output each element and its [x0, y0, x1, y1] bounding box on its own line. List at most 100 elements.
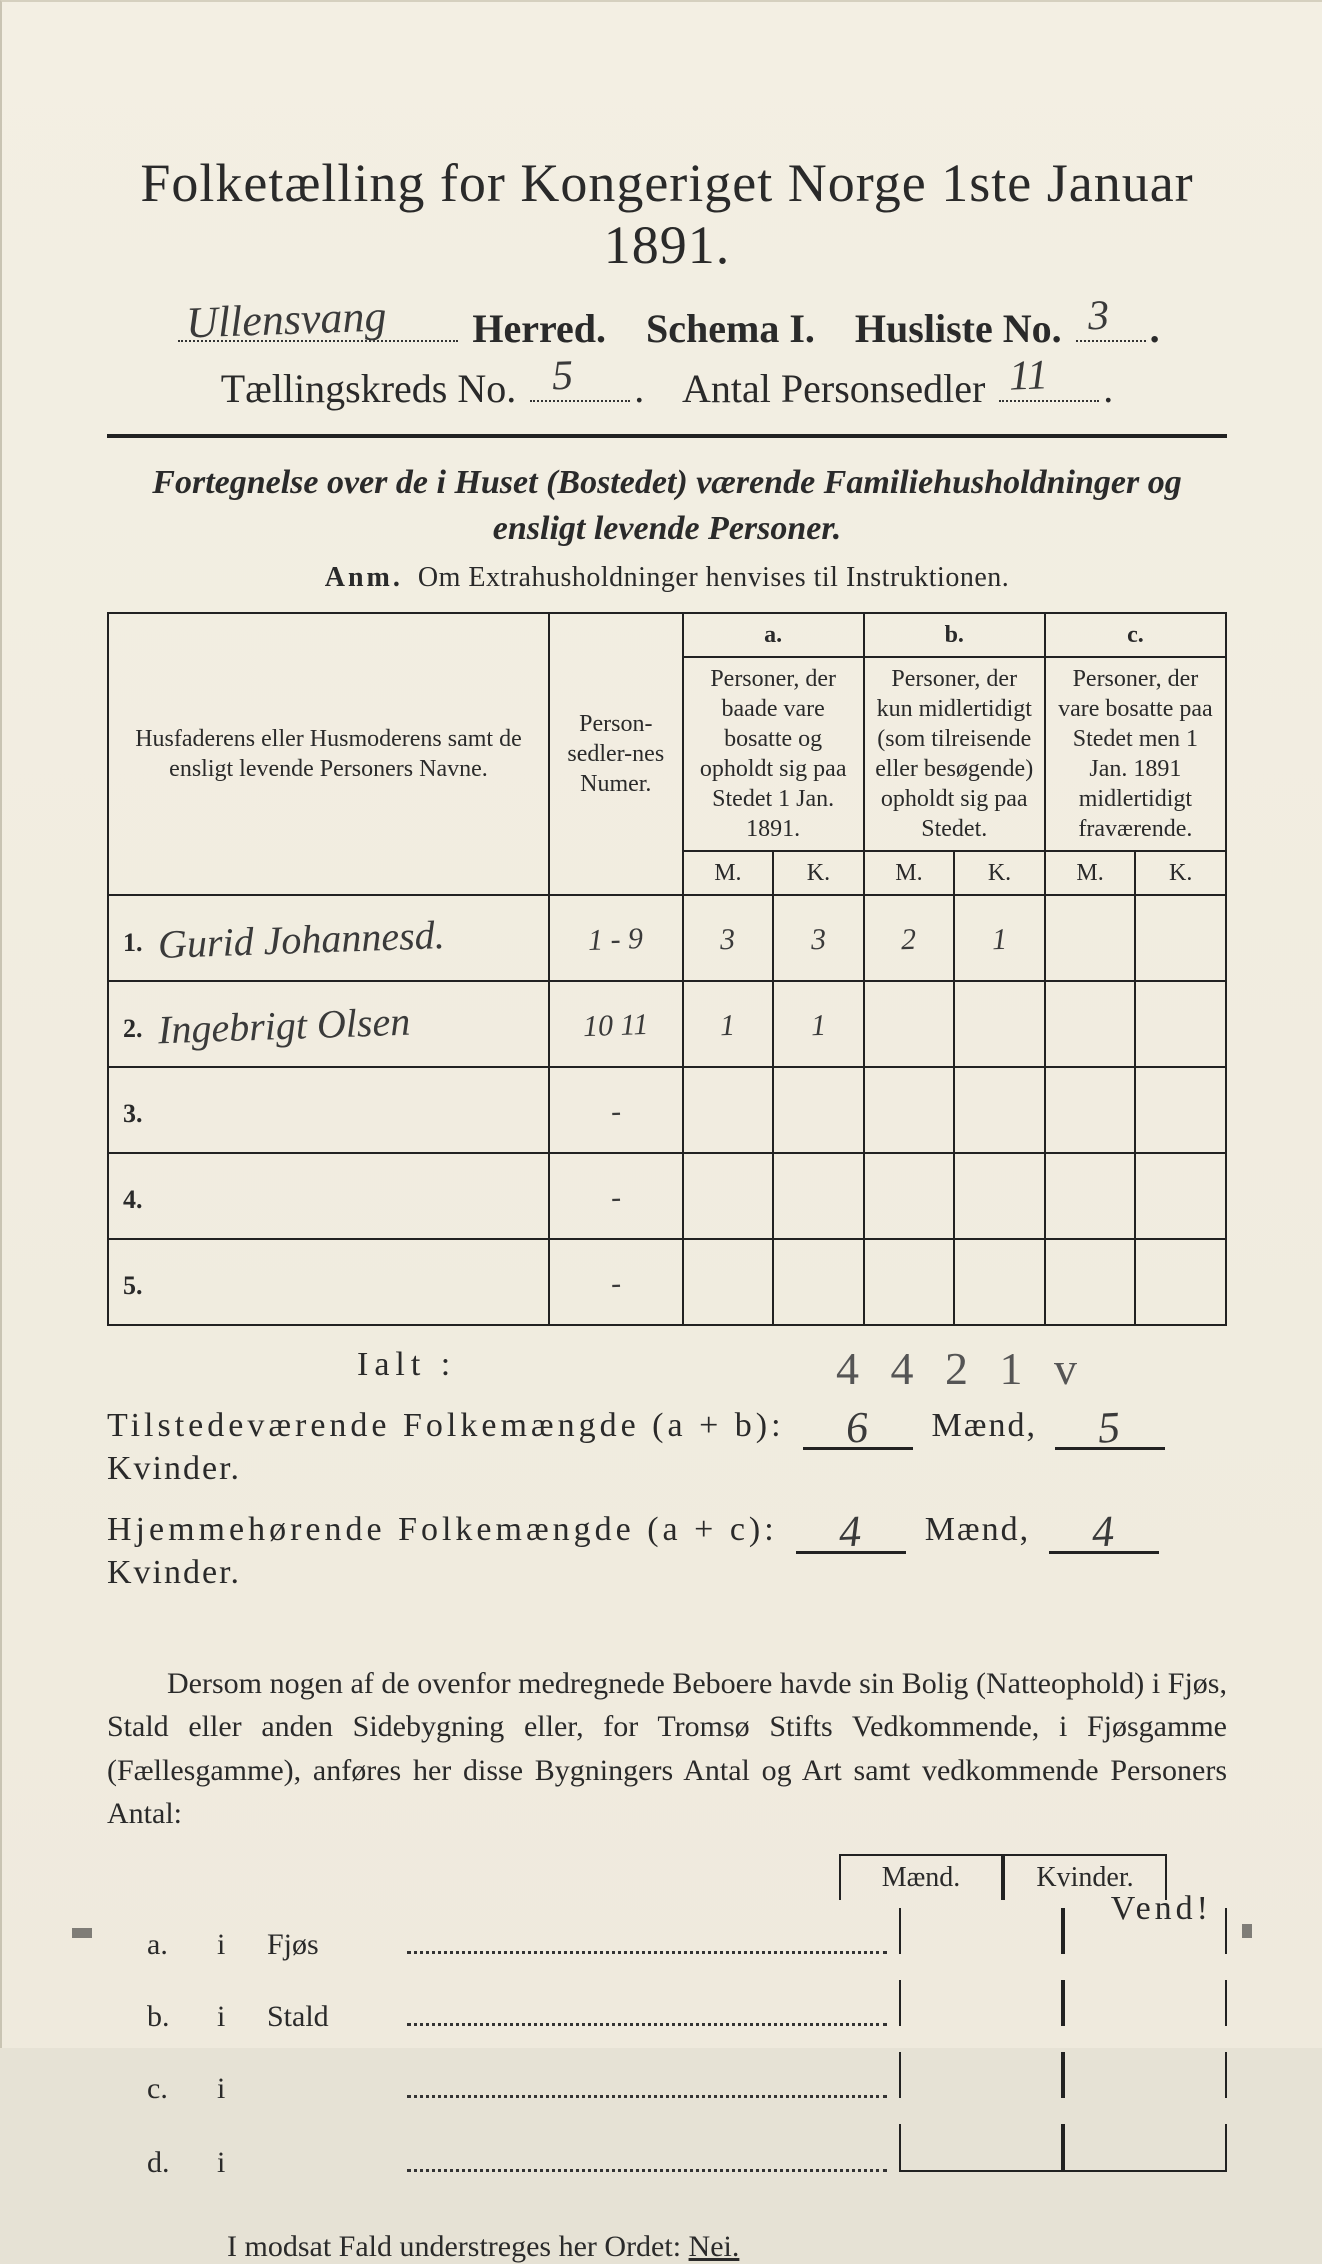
table-row: 3. -: [108, 1067, 1226, 1153]
antal-hand: 11: [1008, 351, 1049, 400]
row-name: 3.: [108, 1067, 549, 1153]
row-c-k: [1135, 1153, 1226, 1239]
smudge-left-icon: [72, 1928, 92, 1938]
husliste-no-hand: 3: [1087, 292, 1110, 341]
sum1-label: Tilstedeværende Folkemængde (a + b):: [107, 1407, 785, 1444]
row-a-k: [773, 1153, 864, 1239]
row-b-m: [864, 1153, 955, 1239]
row-b-k: 1: [954, 895, 1045, 981]
row-b-k: [954, 1153, 1045, 1239]
row-c-m: [1045, 1153, 1136, 1239]
abcd-d-i: i: [217, 2146, 267, 2180]
row-a-m: 1: [683, 981, 774, 1067]
nei-pre: I modsat Fald understreges her Ordet:: [227, 2230, 681, 2263]
sum2-m-hand: 4: [838, 1505, 865, 1557]
smudge-right-icon: [1242, 1924, 1252, 1938]
census-form-page: Folketælling for Kongeriget Norge 1ste J…: [0, 0, 1322, 2048]
col-a-title: a.: [683, 613, 864, 657]
sum2-label: Hjemmehørende Folkemængde (a + c):: [107, 1511, 778, 1548]
col-a-m: M.: [683, 851, 774, 895]
row-a-k: 3: [773, 895, 864, 981]
schema-label: Schema I.: [646, 306, 815, 351]
abcd-a-lbl: a.: [107, 1928, 217, 1962]
header-line-3: Tællingskreds No. 5. Antal Personsedler …: [107, 364, 1227, 412]
row-c-k: [1135, 1067, 1226, 1153]
abcd-c-dots: [407, 2074, 887, 2098]
page-title: Folketælling for Kongeriget Norge 1ste J…: [107, 152, 1227, 276]
row-numer: 1 - 9: [549, 895, 683, 981]
row-c-m: [1045, 895, 1136, 981]
row-a-m: [683, 1153, 774, 1239]
abcd-c-box-k: [1063, 2052, 1227, 2098]
sum1-klabel: Kvinder.: [107, 1450, 241, 1487]
row-numer: -: [549, 1153, 683, 1239]
abcd-row-a: a. i Fjøs: [107, 1908, 1227, 1962]
kreds-label: Tællingskreds No.: [221, 366, 517, 411]
col-b-title: b.: [864, 613, 1045, 657]
husliste-label: Husliste No.: [855, 306, 1062, 351]
row-b-k: [954, 981, 1045, 1067]
abcd-a-i: i: [217, 1928, 267, 1962]
col-c-k: K.: [1135, 851, 1226, 895]
abcd-a-what: Fjøs: [267, 1928, 407, 1962]
abcd-row-c: c. i: [107, 2052, 1227, 2106]
sum2-mlabel: Mænd,: [925, 1511, 1030, 1548]
row-b-m: [864, 981, 955, 1067]
row-name: 4.: [108, 1153, 549, 1239]
table-row: 4. -: [108, 1153, 1226, 1239]
nei-word: Nei.: [689, 2230, 740, 2263]
col-a-desc: Personer, der baade vare bosatte og opho…: [683, 657, 864, 851]
row-b-k: [954, 1067, 1045, 1153]
fjos-paragraph: Dersom nogen af de ovenfor medregnede Be…: [107, 1662, 1227, 1836]
row-name: 2. Ingebrigt Olsen: [108, 981, 549, 1067]
antal-label: Antal Personsedler: [682, 366, 985, 411]
nei-line: I modsat Fald understreges her Ordet: Ne…: [107, 2230, 1227, 2264]
anm-text: Om Extrahusholdninger henvises til Instr…: [418, 562, 1009, 593]
row-b-m: 2: [864, 895, 955, 981]
row-c-k: [1135, 981, 1226, 1067]
col-c-m: M.: [1045, 851, 1136, 895]
col-numer-head: Person-sedler-nes Numer.: [549, 613, 683, 895]
row-b-m: [864, 1067, 955, 1153]
sum1-k-hand: 5: [1097, 1401, 1124, 1453]
kreds-no-hand: 5: [551, 352, 574, 401]
sum2-klabel: Kvinder.: [107, 1554, 241, 1591]
abcd-block: a. i Fjøs b. i Stald c. i d. i: [107, 1908, 1227, 2180]
col-b-desc: Personer, der kun midlertidigt (som tilr…: [864, 657, 1045, 851]
abcd-d-box-k: [1063, 2124, 1227, 2172]
row-numer: -: [549, 1239, 683, 1325]
abcd-b-i: i: [217, 2000, 267, 2034]
col-c-title: c.: [1045, 613, 1226, 657]
abcd-a-dots: [407, 1930, 887, 1954]
table-row: 1. Gurid Johannesd.1 - 93321: [108, 895, 1226, 981]
ialt-label: Ialt :: [357, 1346, 456, 1383]
row-c-m: [1045, 1239, 1136, 1325]
row-a-k: [773, 1239, 864, 1325]
row-a-m: 3: [683, 895, 774, 981]
abcd-d-lbl: d.: [107, 2146, 217, 2180]
abcd-b-what: Stald: [267, 2000, 407, 2034]
herred-label: Herred.: [472, 306, 606, 351]
row-name: 1. Gurid Johannesd.: [108, 895, 549, 981]
abcd-b-box-m: [899, 1980, 1063, 2026]
row-a-k: 1: [773, 981, 864, 1067]
mk-m-head: Mænd.: [839, 1854, 1003, 1900]
row-numer: -: [549, 1067, 683, 1153]
row-a-m: [683, 1239, 774, 1325]
col-names-head: Husfaderens eller Husmoderens samt de en…: [108, 613, 549, 895]
row-c-m: [1045, 1067, 1136, 1153]
abcd-b-dots: [407, 2002, 887, 2026]
sum2-k-hand: 4: [1090, 1505, 1117, 1557]
anm-line: Anm. Om Extrahusholdninger henvises til …: [107, 562, 1227, 594]
abcd-b-lbl: b.: [107, 2000, 217, 2034]
sum-line-2: Hjemmehørende Folkemængde (a + c): 4 Mæn…: [107, 1500, 1227, 1592]
header-line-2: Ullensvang Herred. Schema I. Husliste No…: [107, 304, 1227, 352]
col-b-m: M.: [864, 851, 955, 895]
abcd-d-dots: [407, 2148, 887, 2172]
row-a-k: [773, 1067, 864, 1153]
col-b-k: K.: [954, 851, 1045, 895]
col-a-k: K.: [773, 851, 864, 895]
abcd-a-box-m: [899, 1908, 1063, 1954]
abcd-d-box-m: [899, 2124, 1063, 2172]
sum1-m-hand: 6: [845, 1401, 872, 1453]
